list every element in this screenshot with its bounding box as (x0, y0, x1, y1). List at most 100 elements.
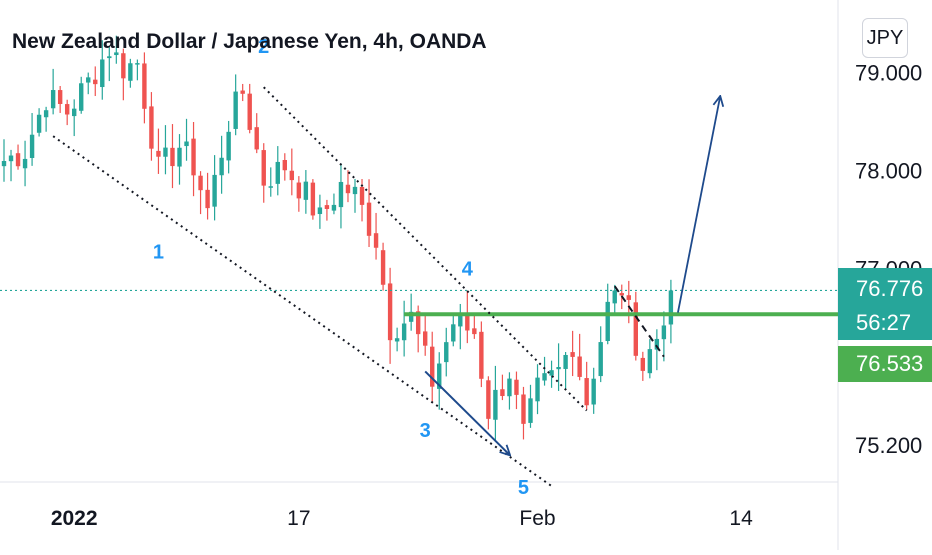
currency-button[interactable]: JPY (862, 18, 908, 58)
wave-label: 5 (518, 477, 529, 499)
candle-body (240, 90, 245, 94)
candle-body (135, 63, 140, 65)
channel-lower-line (52, 135, 553, 487)
level-price-tag: 76.533 (838, 346, 932, 382)
candle-body (29, 134, 35, 158)
candle-body (114, 52, 119, 56)
candle-body (633, 302, 638, 356)
candle-body (380, 250, 386, 285)
candle-body (149, 106, 154, 149)
candle-body (451, 324, 456, 342)
candle-body (303, 181, 309, 200)
y-tick-label: 78.000 (855, 159, 922, 184)
candle-body (247, 93, 252, 130)
candle-body (430, 346, 435, 387)
candle-body (219, 157, 224, 176)
candle-body (415, 311, 421, 335)
candle-body (15, 153, 21, 167)
candle-body (472, 328, 477, 335)
candle-body (535, 377, 540, 402)
candle-body (79, 83, 84, 111)
chart-title: New Zealand Dollar / Japanese Yen, 4h, O… (12, 30, 487, 53)
candle-body (331, 204, 337, 211)
candle-body (254, 127, 259, 150)
candle-body (233, 91, 238, 129)
breakout-line (613, 285, 665, 358)
candle-body (317, 207, 323, 215)
downtrend-arrow (424, 370, 509, 454)
candle-body (359, 186, 365, 205)
candle-body (170, 147, 175, 167)
candle-body (205, 189, 210, 209)
x-tick-label: 2022 (51, 507, 98, 530)
candle-body (50, 90, 56, 109)
candle-body (163, 147, 168, 157)
candle-body (198, 175, 203, 191)
candle-body (612, 290, 617, 304)
x-tick-label: 17 (287, 507, 310, 530)
candle-body (465, 313, 470, 331)
candle-body (57, 90, 63, 104)
candle-body (128, 63, 133, 81)
candle-body (444, 342, 449, 363)
candle-body (408, 311, 414, 322)
candle-body (338, 181, 344, 208)
candle-body (8, 155, 14, 162)
candle-body (261, 150, 266, 186)
candle-body (401, 323, 407, 341)
candle-body (352, 186, 358, 195)
candle-body (142, 63, 147, 109)
candle-body (626, 295, 631, 300)
candle-body (72, 108, 77, 117)
candle-body (156, 150, 161, 157)
candle-body (191, 138, 196, 176)
candle-body (100, 59, 105, 88)
candle-body (212, 174, 217, 207)
candle-body (584, 378, 589, 406)
candle-body (563, 354, 568, 369)
candle-body (605, 301, 610, 342)
wave-label: 4 (462, 258, 474, 280)
candle-body (640, 357, 646, 371)
candle-body (458, 315, 463, 327)
candle-body (275, 161, 280, 184)
current-price-tag: 76.776 56:27 (838, 268, 932, 340)
candle-body (310, 182, 316, 216)
candle-body (226, 131, 231, 161)
candle-body (373, 233, 379, 248)
candle-body (542, 373, 547, 381)
candle-body (577, 356, 582, 377)
candle-body (423, 331, 428, 346)
y-tick-label: 79.000 (855, 61, 922, 86)
candle-body (184, 141, 189, 147)
candle-body (549, 370, 554, 376)
candle-body (22, 158, 28, 169)
candle-body (437, 363, 442, 389)
candle-body (394, 338, 400, 342)
candle-body (282, 160, 287, 171)
candle-body (289, 170, 295, 181)
candle-body (366, 202, 372, 236)
candle-body (177, 147, 182, 167)
wave-label: 3 (420, 420, 431, 442)
channel-upper-line (263, 86, 588, 412)
candle-body (556, 367, 561, 370)
candle-body (591, 378, 596, 405)
x-tick-label: 14 (729, 507, 753, 530)
wave-label: 2 (258, 36, 269, 58)
candle-body (36, 114, 42, 133)
x-tick-label: Feb (519, 507, 555, 530)
candle-body (1, 161, 7, 167)
candle-body (345, 184, 351, 194)
candle-body (43, 110, 49, 118)
candle-body (296, 182, 302, 199)
y-tick-label: 75.200 (855, 433, 922, 458)
candle-body (86, 77, 91, 83)
candle-body (486, 380, 491, 419)
candle-body (514, 379, 519, 395)
candle-body (64, 104, 70, 115)
candle-body (93, 79, 98, 85)
candle-body (521, 394, 526, 424)
